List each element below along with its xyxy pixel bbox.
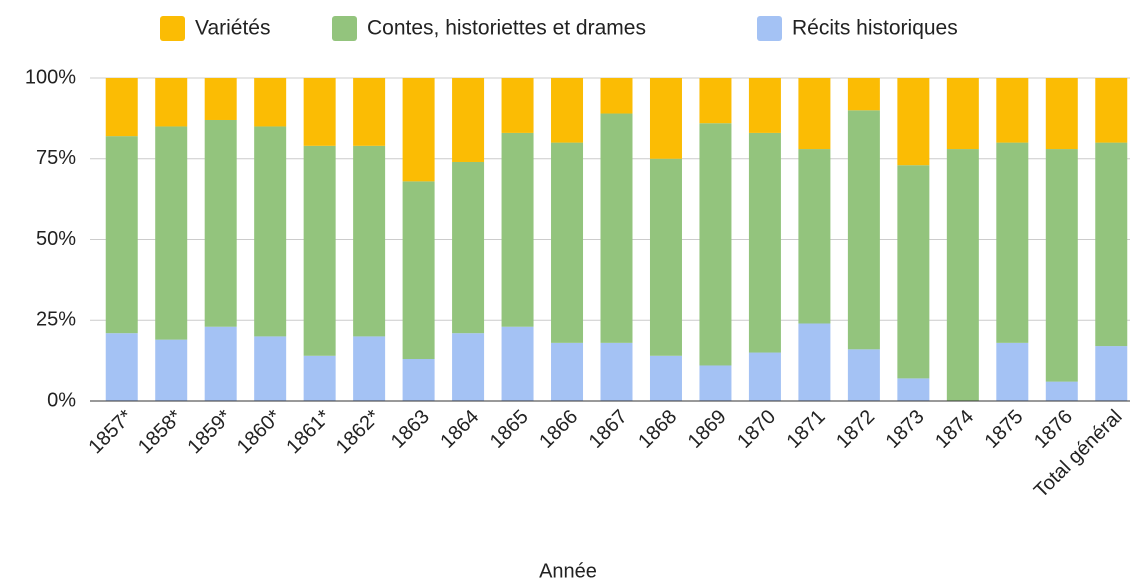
bar-segment — [303, 78, 336, 146]
bar-segment — [996, 142, 1029, 343]
bar-segment — [402, 78, 435, 182]
bar-segment — [600, 342, 633, 401]
bar-segment — [303, 145, 336, 356]
bar-segment — [452, 161, 485, 334]
x-tick-label: 1872 — [832, 406, 879, 453]
x-tick-label: 1861* — [282, 406, 335, 459]
bar-segment — [501, 132, 534, 327]
x-axis-title: Année — [539, 560, 597, 582]
bar-segment — [798, 323, 831, 401]
bar-segment — [155, 78, 188, 127]
x-tick-label: 1867 — [585, 406, 632, 453]
x-tick-label: 1862* — [332, 406, 385, 459]
bar-segment — [254, 336, 287, 401]
bar-segment — [897, 165, 930, 379]
bar-segment — [551, 142, 584, 343]
bar-segment — [353, 145, 386, 337]
bar-segment — [155, 126, 188, 340]
bar-segment — [452, 333, 485, 401]
x-tick-label: 1874 — [931, 406, 978, 453]
bar-segment — [353, 78, 386, 146]
bar-segment — [600, 78, 633, 114]
bar-segment — [303, 355, 336, 401]
bar-segment — [600, 113, 633, 343]
y-tick-label: 25% — [36, 309, 76, 331]
bar-segment — [649, 355, 682, 401]
x-tick-label: 1870 — [733, 406, 780, 453]
bar-segment — [105, 333, 138, 401]
bar-segment — [501, 78, 534, 133]
x-tick-label: 1871 — [783, 406, 830, 453]
x-tick-label: 1863 — [387, 406, 434, 453]
bar-segment — [996, 342, 1029, 401]
bar-segment — [105, 136, 138, 334]
x-tick-label: Total général — [1030, 406, 1127, 503]
bar-segment — [551, 342, 584, 401]
y-tick-label: 75% — [36, 147, 76, 169]
bar-segment — [1095, 78, 1128, 143]
bar-segment — [996, 78, 1029, 143]
x-tick-label: 1866 — [535, 406, 582, 453]
bar-segment — [798, 78, 831, 150]
x-tick-label: 1865 — [486, 406, 533, 453]
x-tick-label: 1869 — [684, 406, 731, 453]
bar-segment — [204, 119, 237, 327]
bar-segment — [551, 78, 584, 143]
x-tick-label: 1864 — [436, 406, 483, 453]
y-tick-label: 50% — [36, 228, 76, 250]
bar-segment — [748, 78, 781, 133]
bar-segment — [105, 78, 138, 137]
bar-segment — [649, 158, 682, 356]
bar-segment — [897, 378, 930, 401]
bar-segment — [452, 78, 485, 162]
bar-segment — [254, 78, 287, 127]
bar-segment — [1095, 142, 1128, 347]
x-tick-label: 1875 — [981, 406, 1028, 453]
bar-segment — [1095, 346, 1128, 401]
legend-swatch — [160, 16, 185, 41]
bar-segment — [847, 78, 880, 111]
bar-segment — [1045, 78, 1078, 150]
x-tick-label: 1868 — [634, 406, 681, 453]
x-tick-label: 1860* — [233, 406, 286, 459]
x-tick-label: 1859* — [183, 406, 236, 459]
bar-segment — [699, 365, 732, 401]
x-tick-label: 1857* — [84, 406, 137, 459]
y-tick-label: 0% — [47, 389, 76, 411]
x-tick-label: 1858* — [134, 406, 187, 459]
bar-segment — [204, 78, 237, 120]
bar-segment — [847, 110, 880, 350]
bar-segment — [501, 326, 534, 401]
legend-swatch — [757, 16, 782, 41]
legend-swatch — [332, 16, 357, 41]
x-tick-label: 1873 — [882, 406, 929, 453]
bar-segment — [699, 123, 732, 366]
bar-segment — [402, 181, 435, 360]
bar-segment — [946, 149, 979, 401]
bar-segment — [649, 78, 682, 159]
bar-segment — [254, 126, 287, 337]
bar-segment — [847, 349, 880, 401]
bar-segment — [1045, 149, 1078, 382]
legend-label: Variétés — [195, 17, 270, 40]
bar-segment — [946, 78, 979, 150]
bar-segment — [699, 78, 732, 124]
bar-segment — [1045, 381, 1078, 401]
bar-segment — [155, 339, 188, 401]
bar-segment — [897, 78, 930, 166]
bar-segment — [748, 352, 781, 401]
bar-segment — [204, 326, 237, 401]
y-tick-label: 100% — [25, 66, 76, 88]
bar-segment — [748, 132, 781, 353]
legend-label: Contes, historiettes et drames — [367, 17, 646, 40]
legend: Variétés Contes, historiettes et drames Ré… — [160, 16, 958, 41]
bar-segment — [402, 359, 435, 401]
legend-label: Récits historiques — [792, 17, 958, 40]
bar-segment — [798, 149, 831, 324]
bar-segment — [353, 336, 386, 401]
